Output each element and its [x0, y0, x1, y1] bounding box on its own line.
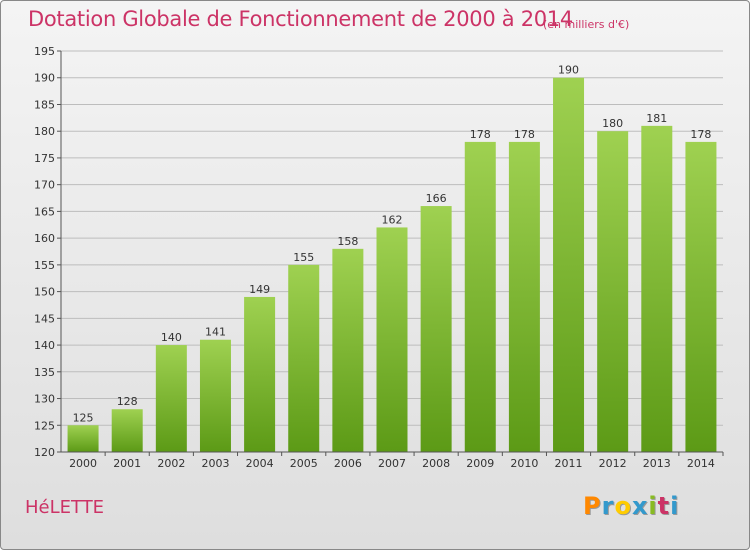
bar: [244, 296, 276, 452]
x-tick-label: 2008: [422, 457, 450, 470]
bar-value-label: 140: [161, 331, 182, 344]
logo-letter: r: [601, 492, 615, 520]
y-tick-label: 155: [34, 259, 55, 272]
bar: [376, 227, 408, 452]
logo-letter: i: [648, 492, 658, 520]
bar-value-label: 180: [602, 117, 623, 130]
bar-value-label: 178: [690, 128, 711, 141]
bar-value-label: 155: [293, 251, 314, 264]
y-tick-label: 175: [34, 152, 55, 165]
place-name: HéLETTE: [25, 497, 105, 518]
x-tick-label: 2014: [687, 457, 715, 470]
bar-value-label: 125: [73, 411, 94, 424]
y-tick-label: 140: [34, 339, 55, 352]
bar: [597, 131, 629, 452]
bar: [111, 409, 143, 452]
y-tick-label: 130: [34, 393, 55, 406]
y-tick-label: 135: [34, 366, 55, 379]
x-tick-label: 2004: [246, 457, 274, 470]
logo-letter: t: [657, 492, 671, 520]
chart-unit: (en milliers d'€): [543, 18, 630, 31]
bar-value-label: 149: [249, 283, 270, 296]
x-tick-label: 2002: [157, 457, 185, 470]
y-tick-label: 195: [34, 45, 55, 58]
x-tick-label: 2006: [334, 457, 362, 470]
y-tick-label: 145: [34, 312, 55, 325]
bar-value-label: 178: [514, 128, 535, 141]
x-tick-label: 2003: [201, 457, 229, 470]
bar: [685, 141, 717, 453]
bar: [288, 264, 320, 452]
y-tick-label: 190: [34, 72, 55, 85]
y-tick-label: 120: [34, 446, 55, 459]
bar-value-label: 141: [205, 326, 226, 339]
bar-value-label: 158: [337, 235, 358, 248]
bar-value-label: 128: [117, 395, 138, 408]
bar: [420, 206, 452, 452]
y-tick-label: 180: [34, 125, 55, 138]
bar: [199, 339, 231, 452]
logo-letter: i: [670, 492, 680, 520]
y-tick-label: 170: [34, 179, 55, 192]
bar: [67, 425, 99, 452]
bar: [508, 141, 540, 453]
bar: [641, 125, 673, 452]
bar-value-label: 190: [558, 64, 579, 77]
x-tick-label: 2012: [599, 457, 627, 470]
y-tick-label: 160: [34, 232, 55, 245]
x-tick-label: 2011: [555, 457, 583, 470]
proxiti-logo: Proxiti: [583, 492, 679, 520]
y-tick-label: 165: [34, 205, 55, 218]
logo-letter: P: [583, 492, 602, 520]
bar: [332, 248, 364, 452]
bar-value-label: 166: [426, 192, 447, 205]
x-tick-label: 2001: [113, 457, 141, 470]
x-tick-label: 2005: [290, 457, 318, 470]
bar-value-label: 162: [382, 213, 403, 226]
bar: [155, 345, 187, 452]
x-tick-label: 2007: [378, 457, 406, 470]
y-tick-label: 150: [34, 286, 55, 299]
logo-letter: o: [614, 492, 632, 520]
x-tick-label: 2013: [643, 457, 671, 470]
bar: [464, 141, 496, 453]
bar-value-label: 178: [470, 128, 491, 141]
bar-chart: 120 125 130 135 140 145 150 155 160 165 170 175 180 1…: [34, 45, 724, 470]
bar: [553, 77, 585, 452]
x-tick-label: 2009: [466, 457, 494, 470]
y-tick-label: 125: [34, 419, 55, 432]
x-tick-label: 2000: [69, 457, 97, 470]
x-tick-label: 2010: [510, 457, 538, 470]
y-tick-label: 185: [34, 98, 55, 111]
chart-title: Dotation Globale de Fonctionnement de 20…: [28, 7, 573, 31]
bar-value-label: 181: [646, 112, 667, 125]
logo-letter: x: [631, 492, 649, 520]
